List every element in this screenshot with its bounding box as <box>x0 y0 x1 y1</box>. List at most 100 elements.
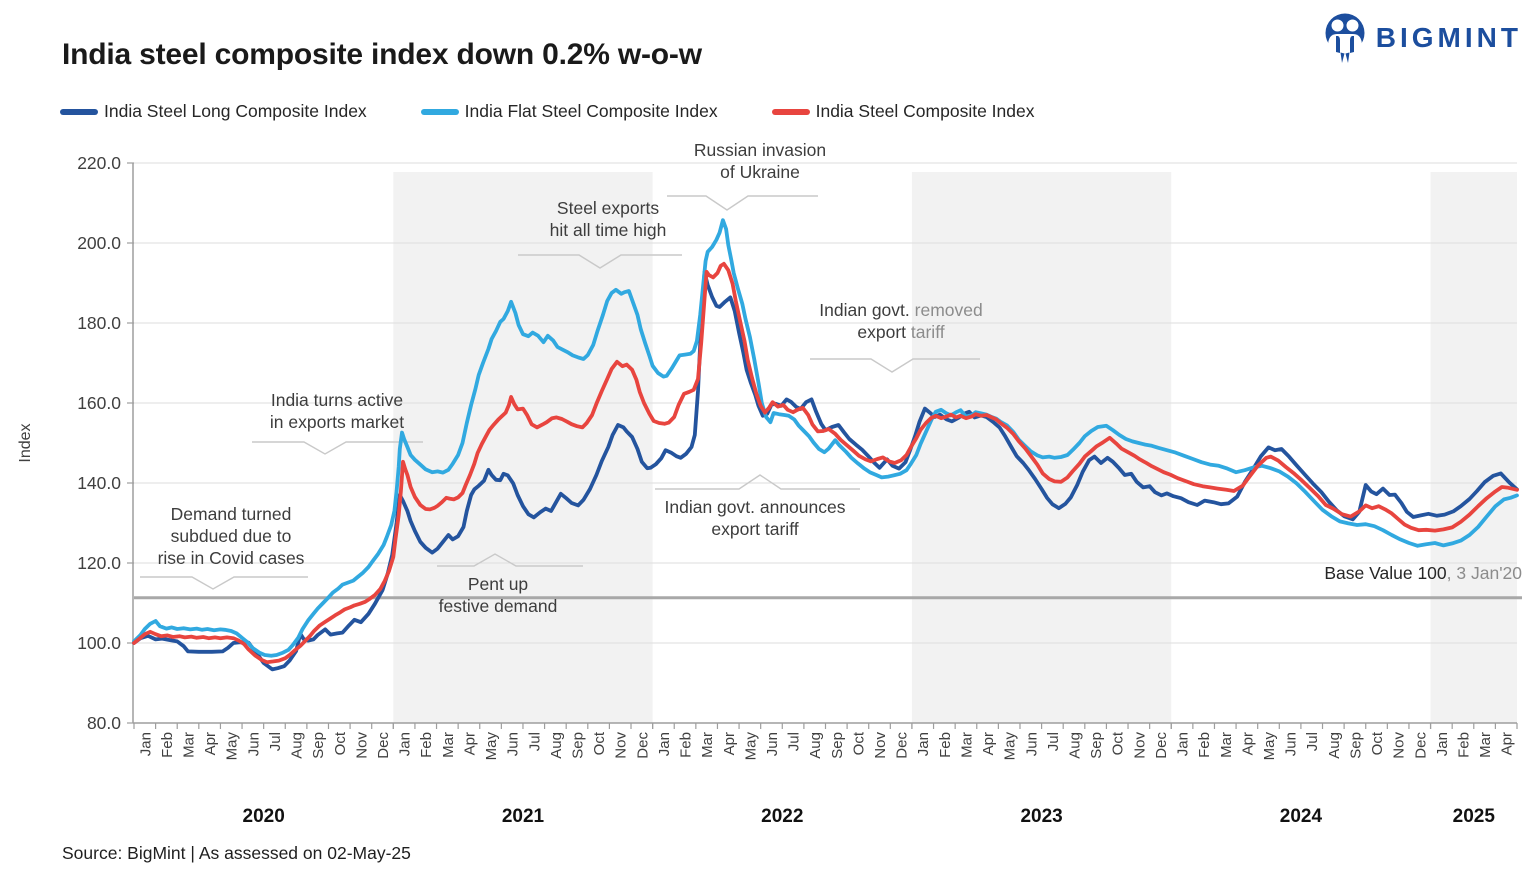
base-value-main: Base Value 100 <box>1324 563 1447 583</box>
annotation-text: hit all time high <box>549 220 667 240</box>
annotation-text: tariff <box>910 322 945 342</box>
y-tick-label-140: 140.0 <box>77 473 121 493</box>
annotation-announces: Indian govt. announces export tariff <box>665 496 846 540</box>
annotation-text: Steel exports <box>556 198 660 218</box>
year-band-2025 <box>1430 172 1517 723</box>
month-label-2021-Jan: Jan <box>397 732 414 756</box>
y-tick-label-220: 220.0 <box>77 153 121 173</box>
month-label-2024-Jul: Jul <box>1304 732 1321 751</box>
month-label-2021-Jul: Jul <box>526 732 543 751</box>
month-label-2024-Nov: Nov <box>1391 732 1408 759</box>
month-label-2023-Jun: Jun <box>1023 732 1040 756</box>
annotation-bracket-removed <box>810 358 980 373</box>
month-label-2025-Jan: Jan <box>1434 732 1451 756</box>
legend-label-long: India Steel Long Composite Index <box>104 101 367 121</box>
month-label-2023-Sep: Sep <box>1088 732 1105 759</box>
year-label-2022: 2022 <box>761 806 803 827</box>
annotation-text: India turns active <box>270 390 404 410</box>
year-label-2021: 2021 <box>502 806 545 827</box>
month-label-2020-Nov: Nov <box>353 732 370 759</box>
source-note: Source: BigMint | As assessed on 02-May-… <box>62 843 411 863</box>
year-label-2023: 2023 <box>1020 806 1062 827</box>
month-label-2023-Oct: Oct <box>1110 731 1127 755</box>
month-label-2021-Apr: Apr <box>461 732 478 755</box>
month-label-2022-Dec: Dec <box>894 732 911 759</box>
annotation-text: Indian govt. announces <box>664 497 846 517</box>
month-label-2023-Jul: Jul <box>1045 732 1062 751</box>
year-label-2025: 2025 <box>1453 806 1496 827</box>
base-value-label: Base Value 100, 3 Jan'20 <box>1324 563 1522 584</box>
legend-item-long: India Steel Long Composite Index <box>60 101 367 122</box>
month-label-2020-Dec: Dec <box>375 732 392 759</box>
annotation-text: rise in Covid cases <box>157 548 305 568</box>
month-label-2022-Aug: Aug <box>807 732 824 759</box>
y-tick-label-120: 120.0 <box>77 553 121 573</box>
page-title: India steel composite index down 0.2% w-… <box>62 38 702 71</box>
annotation-text: subdued due to <box>170 526 292 546</box>
month-label-2021-Dec: Dec <box>634 732 651 759</box>
month-label-2025-Feb: Feb <box>1455 732 1472 758</box>
month-label-2023-Jan: Jan <box>915 732 932 756</box>
annotation-text: in exports market <box>269 412 405 432</box>
legend-label-composite: India Steel Composite Index <box>815 101 1035 121</box>
y-tick-label-160: 160.0 <box>77 393 121 413</box>
annotation-text: Pent up <box>467 574 529 594</box>
month-label-2022-Jun: Jun <box>764 732 781 756</box>
month-label-2022-Sep: Sep <box>829 732 846 759</box>
month-label-2022-May: May <box>742 732 759 761</box>
year-label-2024: 2024 <box>1280 806 1323 827</box>
month-label-2020-Jul: Jul <box>267 732 284 751</box>
annotation-bracket-pentup <box>437 553 583 567</box>
annotation-covid: Demand turned subdued due to rise in Covid… <box>158 503 305 569</box>
month-label-2023-Dec: Dec <box>1153 732 1170 759</box>
month-label-2022-Feb: Feb <box>678 732 695 758</box>
month-label-2024-Dec: Dec <box>1412 732 1429 759</box>
annotation-exports-active: India turns active in exports market <box>270 389 404 433</box>
month-label-2022-Jan: Jan <box>656 732 673 756</box>
y-tick-label-80: 80.0 <box>87 713 121 733</box>
month-label-2024-Jun: Jun <box>1283 732 1300 756</box>
month-label-2024-Aug: Aug <box>1326 732 1343 759</box>
month-label-2025-Apr: Apr <box>1499 732 1516 755</box>
annotation-text: festive demand <box>438 596 558 616</box>
annotation-text: export tariff <box>711 519 799 539</box>
y-tick-label-180: 180.0 <box>77 313 121 333</box>
y-tick-label-100: 100.0 <box>77 633 121 653</box>
month-label-2024-Sep: Sep <box>1347 732 1364 759</box>
chart-legend: India Steel Long Composite Index India F… <box>60 101 1034 122</box>
month-label-2022-Oct: Oct <box>850 731 867 755</box>
bigmint-logo-icon <box>1325 13 1365 63</box>
month-label-2020-Aug: Aug <box>289 732 306 759</box>
month-label-2023-May: May <box>1002 732 1019 761</box>
month-label-2024-May: May <box>1261 732 1278 761</box>
month-label-2024-Mar: Mar <box>1218 732 1235 758</box>
month-label-2021-Feb: Feb <box>418 732 435 758</box>
year-band-2023 <box>911 172 1172 723</box>
month-label-2020-Jun: Jun <box>245 732 262 756</box>
month-label-2023-Mar: Mar <box>958 732 975 758</box>
annotation-russia: Russian invasion of Ukraine <box>694 139 826 183</box>
annotation-text: of Ukraine <box>720 162 800 182</box>
legend-label-flat: India Flat Steel Composite Index <box>464 101 718 121</box>
annotation-steel-exports: Steel exports hit all time high <box>550 197 667 241</box>
month-label-2024-Jan: Jan <box>1175 732 1192 756</box>
month-label-2023-Feb: Feb <box>937 732 954 758</box>
month-label-2021-Jun: Jun <box>505 732 522 756</box>
month-label-2020-Jan: Jan <box>137 732 154 756</box>
annotation-text: export <box>857 322 911 342</box>
month-label-2022-Nov: Nov <box>872 732 889 759</box>
legend-item-composite: India Steel Composite Index <box>771 101 1035 122</box>
month-label-2020-Oct: Oct <box>332 731 349 755</box>
year-label-2020: 2020 <box>243 806 285 827</box>
y-tick-label-200: 200.0 <box>77 233 121 253</box>
month-label-2020-Feb: Feb <box>159 732 176 758</box>
month-label-2021-Sep: Sep <box>569 732 586 759</box>
annotation-text: Russian invasion <box>693 140 827 160</box>
annotation-bracket-announces <box>655 474 860 490</box>
series-line-flat <box>132 218 1519 658</box>
legend-swatch-flat <box>420 108 459 115</box>
annotation-bracket-exports-active <box>252 441 423 455</box>
month-label-2021-May: May <box>483 732 500 761</box>
legend-swatch-composite <box>771 108 810 115</box>
month-label-2021-Aug: Aug <box>548 732 565 759</box>
